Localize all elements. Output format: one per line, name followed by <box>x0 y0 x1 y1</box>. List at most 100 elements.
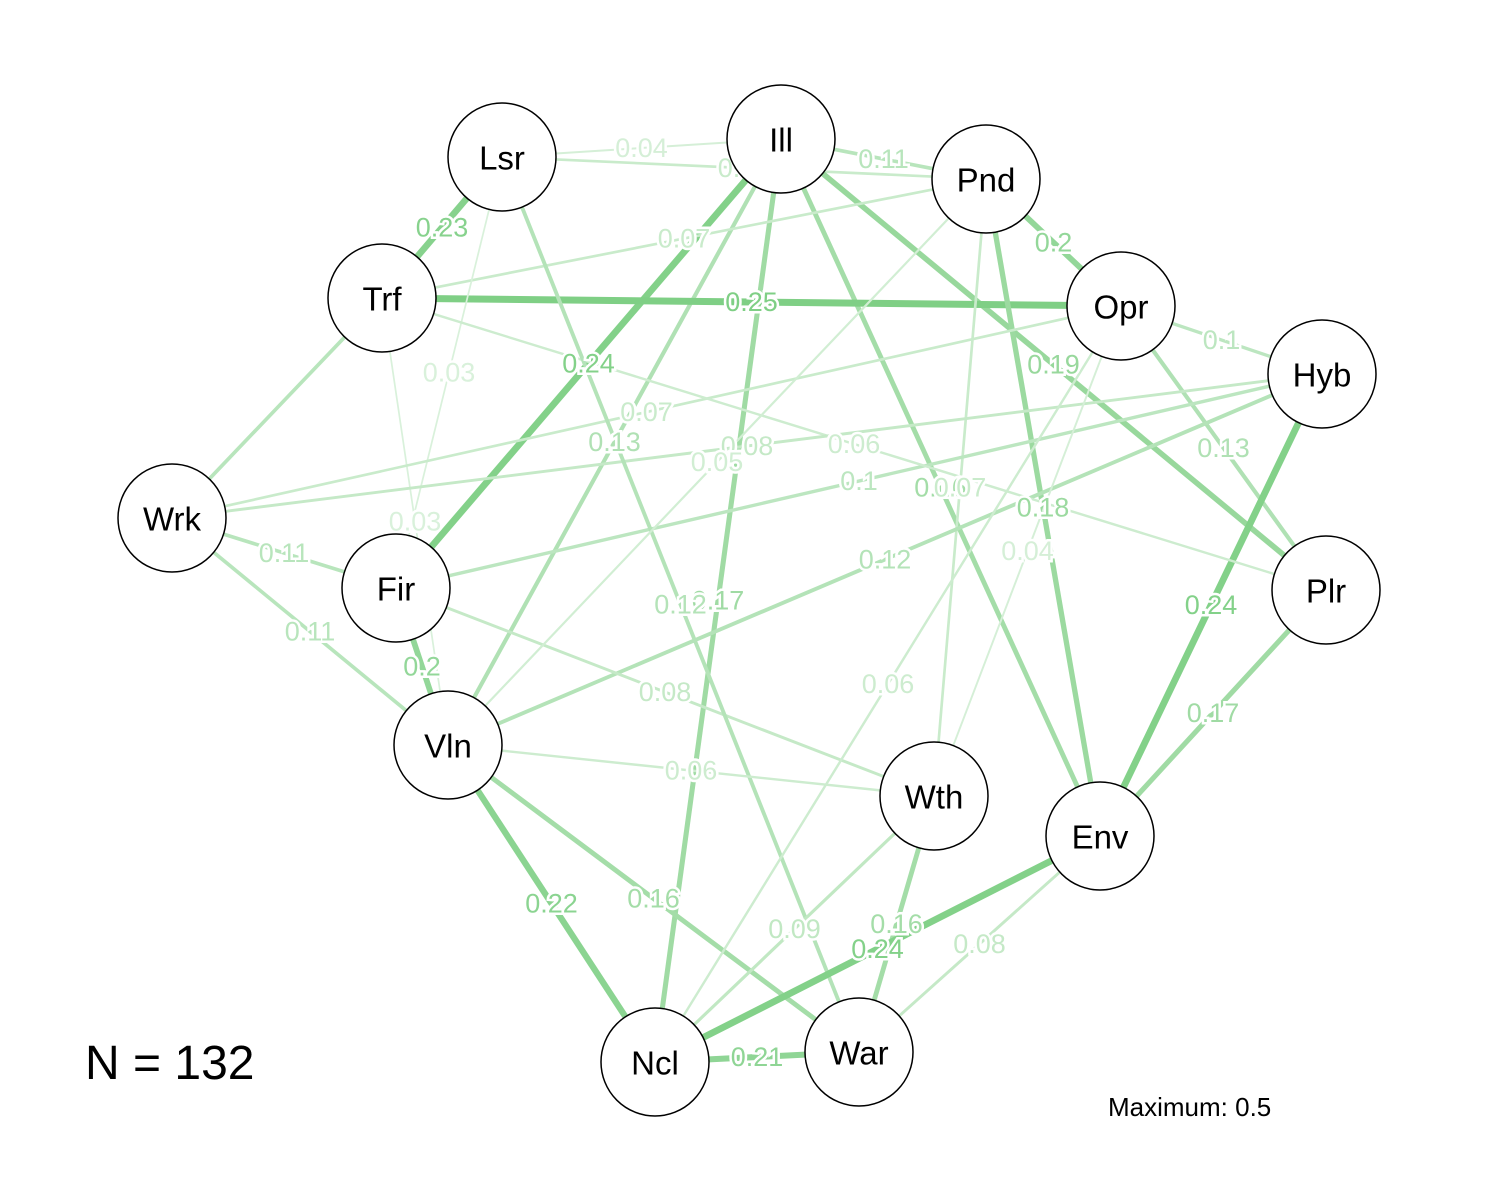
node-circle <box>1271 535 1381 645</box>
edge-wrk-fir <box>222 532 346 574</box>
edge-pnd-wth <box>937 232 983 743</box>
edge-label-hyb-env: 0.24 <box>1185 590 1238 620</box>
node-opr: Opr <box>1066 251 1176 361</box>
node-label: Ill <box>769 122 793 159</box>
edge-ill-ncl <box>659 192 777 1009</box>
node-label: Lsr <box>479 140 525 177</box>
edge-label-wth-ncl: 0.09 <box>768 914 821 944</box>
edge-label-opr-hyb: 0.1 <box>1203 325 1241 355</box>
edge-label-wth-opr: 0.04 <box>1001 536 1054 566</box>
edge-label-ncl-opr: 0.06 <box>862 669 915 699</box>
edge-env-war <box>898 870 1061 1018</box>
edge-pnd-env <box>992 231 1094 784</box>
edge-label-vln-wth: 0.06 <box>665 756 718 786</box>
edge-label-hyb-vln: 0.12 <box>859 545 912 575</box>
edge-label-vln-pnd: 0.05 <box>691 447 744 477</box>
node-label: Pnd <box>957 162 1016 199</box>
node-hyb: Hyb <box>1267 319 1377 429</box>
node-label: Plr <box>1306 573 1346 610</box>
node-circle <box>931 124 1041 234</box>
node-label: Ncl <box>631 1045 679 1082</box>
edge-plr-env <box>1134 628 1292 798</box>
edge-labels-layer: 0.04 0.23 0.07 0.11 0.24 0.17 0.19 0.16 0.13 0.25… <box>256 131 1252 1075</box>
node-label: Vln <box>424 728 472 765</box>
edge-label-wth-war: 0.16 <box>870 909 923 939</box>
node-fir: Fir <box>341 533 451 643</box>
edge-label-fir-vln: 0.2 <box>403 652 441 682</box>
edge-wrk-hyb <box>225 379 1269 513</box>
node-circle <box>600 1007 710 1117</box>
node-label: Hyb <box>1293 357 1352 394</box>
edge-ncl-war <box>708 1051 806 1063</box>
edge-label-lsr-war: 0.12 <box>654 590 707 620</box>
edge-label-opr-plr: 0.13 <box>1197 433 1250 463</box>
node-pnd: Pnd <box>931 124 1041 234</box>
node-label: Wrk <box>143 501 202 538</box>
edge-wrk-vln <box>212 550 408 713</box>
edge-trf-wrk <box>207 335 347 481</box>
node-circle <box>726 84 836 194</box>
edges-layer <box>207 141 1302 1063</box>
edge-label-ill-ncl: 0.17 <box>692 586 745 616</box>
node-circle <box>447 102 557 212</box>
edge-vln-ncl <box>474 788 629 1019</box>
node-circle <box>879 741 989 851</box>
edge-ill-pnd <box>833 147 934 171</box>
node-wth: Wth <box>879 741 989 851</box>
sample-size-label: N = 132 <box>85 1037 255 1090</box>
node-label: Opr <box>1093 289 1148 326</box>
edge-ill-env <box>801 187 1080 788</box>
maximum-label: Maximum: 0.5 <box>1108 1092 1272 1122</box>
node-lsr: Lsr <box>447 102 557 212</box>
edge-opr-plr <box>1150 348 1297 548</box>
node-label: Trf <box>362 281 402 318</box>
edge-vln-pnd <box>484 217 950 707</box>
edge-fir-vln <box>410 638 434 695</box>
edge-label-trf-vln: 0.03 <box>389 507 442 537</box>
edge-hyb-fir <box>448 384 1270 578</box>
edge-label-env-ncl: 0.24 <box>851 934 904 964</box>
edge-ncl-opr <box>682 351 1094 1017</box>
edge-label-env-war: 0.08 <box>953 929 1006 959</box>
edge-label-pnd-wth: 0.07 <box>934 473 987 503</box>
edge-wth-ncl <box>692 832 897 1026</box>
edge-trf-vln <box>389 351 441 692</box>
edge-label-opr-wrk: 0.07 <box>620 397 673 427</box>
edge-trf-opr <box>435 295 1068 309</box>
edge-ill-plr <box>820 171 1287 558</box>
edge-label-fir-wth: 0.08 <box>639 677 692 707</box>
edge-label-wrk-vln: 0.11 <box>285 617 336 647</box>
node-circle <box>341 533 451 643</box>
node-label: Wth <box>905 779 964 816</box>
edge-hyb-env <box>1120 421 1302 789</box>
edge-opr-hyb <box>1171 321 1272 359</box>
node-war: War <box>804 997 914 1107</box>
node-circle <box>393 690 503 800</box>
edge-label-wrk-hyb: 0.08 <box>721 431 774 461</box>
edge-label-plr-trf: 0.06 <box>828 429 881 459</box>
edge-label-ill-vln: 0.13 <box>588 427 641 457</box>
node-wrk: Wrk <box>117 463 227 573</box>
edge-label-lsr-ill: 0.04 <box>615 133 668 163</box>
node-env: Env <box>1045 781 1155 891</box>
edge-label-trf-pnd: 0.07 <box>658 224 711 254</box>
edge-lsr-trf <box>414 196 470 259</box>
edge-pnd-opr <box>1023 213 1084 272</box>
edge-env-ncl <box>701 857 1054 1041</box>
edge-wth-war <box>871 847 922 1001</box>
edge-lsr-war <box>520 206 841 1003</box>
node-plr: Plr <box>1271 535 1381 645</box>
edge-label-vln-war: 0.16 <box>627 884 680 914</box>
node-ill: Ill <box>726 84 836 194</box>
edge-label-ncl-war: 0.21 <box>731 1042 784 1072</box>
edge-label-wrk-fir: 0.11 <box>259 538 310 568</box>
edge-label-ill-fir: 0.24 <box>562 349 615 379</box>
edge-label-ill-pnd: 0.11 <box>858 144 909 174</box>
node-circle <box>117 463 227 573</box>
edge-label-ill-env: 0.16 <box>914 473 967 503</box>
edge-ill-fir <box>428 177 749 550</box>
node-label: War <box>829 1035 888 1072</box>
edge-trf-pnd <box>434 188 934 289</box>
